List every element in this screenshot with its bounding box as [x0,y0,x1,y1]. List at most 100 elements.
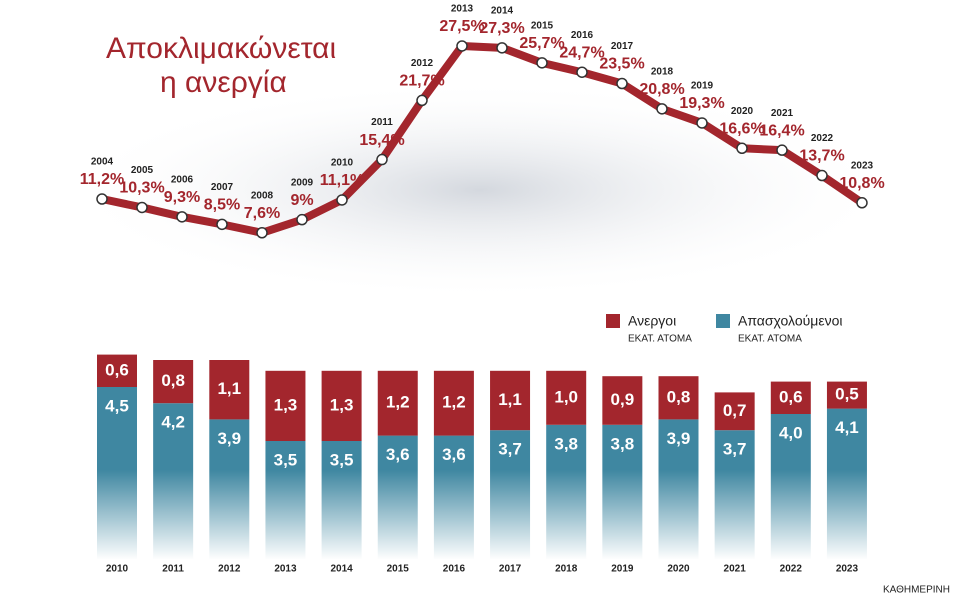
legend-label: Απασχολούμενοι [738,313,842,329]
x-tick-label: 2020 [667,564,690,575]
point [136,201,148,214]
x-tick-label: 2017 [499,564,522,575]
legend-swatch [716,314,730,328]
point [616,77,628,90]
year-label: 2014 [491,5,514,16]
bar-segment [714,392,755,431]
bar-label: 0,9 [611,390,635,409]
x-tick-label: 2010 [106,564,129,575]
bar-label: 3,9 [217,429,241,448]
year-label: 2022 [811,133,834,144]
bar-label: 1,2 [442,393,466,412]
bar-segment [546,370,587,425]
fade-bottom [80,559,880,600]
bar-segment [490,370,531,431]
bar-segment [433,370,474,436]
point [576,66,588,78]
bar-segment [321,370,362,441]
bar-segment [97,354,137,387]
value-label: 16,6% [719,121,764,138]
bar-label: 4,5 [105,396,129,415]
value-label: 24,7% [559,44,604,61]
value-label: 11,1% [320,172,364,189]
line [101,41,865,237]
year-label: 2019 [691,81,714,92]
point [216,218,228,231]
value-label: 27,3% [479,20,524,37]
point [416,94,428,107]
fade [80,470,880,560]
bar-label: 3,7 [723,440,747,459]
x-tick-label: 2012 [218,564,241,575]
value-label: 7,6% [244,205,280,222]
bar-label: 0,8 [667,387,691,406]
bar-segment [209,360,250,420]
bar-label: 1,3 [274,395,298,414]
bar-label: 1,1 [217,379,241,398]
legend-label: Ανεργοι [628,313,676,329]
bar-label: 3,8 [611,434,635,453]
x-tick-label: 2011 [162,564,184,575]
year-label: 2023 [851,160,874,171]
source: Η ΚΑΘΗΜΕΡΙΝΗ [873,585,950,596]
value-label: 9,3% [164,189,200,206]
bar-segment [658,376,699,420]
bar-label: 3,9 [667,429,691,448]
bar-label: 3,8 [554,434,578,453]
point [176,211,188,223]
bar-segment [770,381,811,414]
value-label: 10,8% [839,175,884,192]
bar-label: 4,0 [779,423,803,442]
value-label: 13,7% [799,148,844,165]
year-label: 2012 [411,58,434,69]
x-tick-label: 2022 [780,564,803,575]
value-label: 16,4% [759,122,804,139]
year-label: 2010 [331,158,354,169]
year-label: 2015 [531,20,554,31]
bar-label: 1,0 [554,387,578,406]
x-tick-label: 2014 [330,564,353,575]
bar-label: 3,6 [386,445,410,464]
bar-label: 0,5 [835,385,859,404]
point [96,193,108,205]
point [856,197,868,209]
bar-segment [265,370,306,441]
bar-label: 3,5 [330,450,354,469]
year-label: 2004 [91,157,114,168]
legend-swatch [606,314,620,328]
year-label: 2016 [571,30,594,41]
chart-title: Αποκλιμακώνεται [106,32,336,65]
x-tick-label: 2018 [555,564,578,575]
bar-segment [826,381,867,409]
value-label: 8,5% [204,197,240,214]
year-label: 2006 [171,174,194,185]
bar-segment [377,370,418,436]
year-label: 2008 [251,190,274,201]
photo-backdrop [60,80,900,300]
bar-label: 0,6 [779,387,803,406]
bar-label: 0,6 [105,360,129,379]
point [376,153,388,166]
bar-label: 1,1 [498,390,522,409]
x-tick-label: 2023 [836,564,859,575]
bar-label: 0,7 [723,401,747,420]
bar-label: 1,2 [386,393,410,412]
year-label: 2005 [131,165,154,176]
value-label: 11,2% [80,171,124,188]
bar-label: 3,7 [498,440,522,459]
point [296,213,308,226]
value-label: 27,5% [439,18,484,35]
value-label: 25,7% [519,35,564,52]
x-tick-label: 2019 [611,564,634,575]
bar-label: 3,6 [442,445,466,464]
point [736,142,748,155]
x-tick-label: 2015 [387,564,410,575]
year-label: 2021 [771,108,794,119]
point [776,144,788,156]
point [536,57,548,69]
value-label: 15,4% [359,132,404,149]
value-label: 20,8% [639,81,684,98]
year-label: 2013 [451,4,474,15]
bar-segment [602,376,643,425]
